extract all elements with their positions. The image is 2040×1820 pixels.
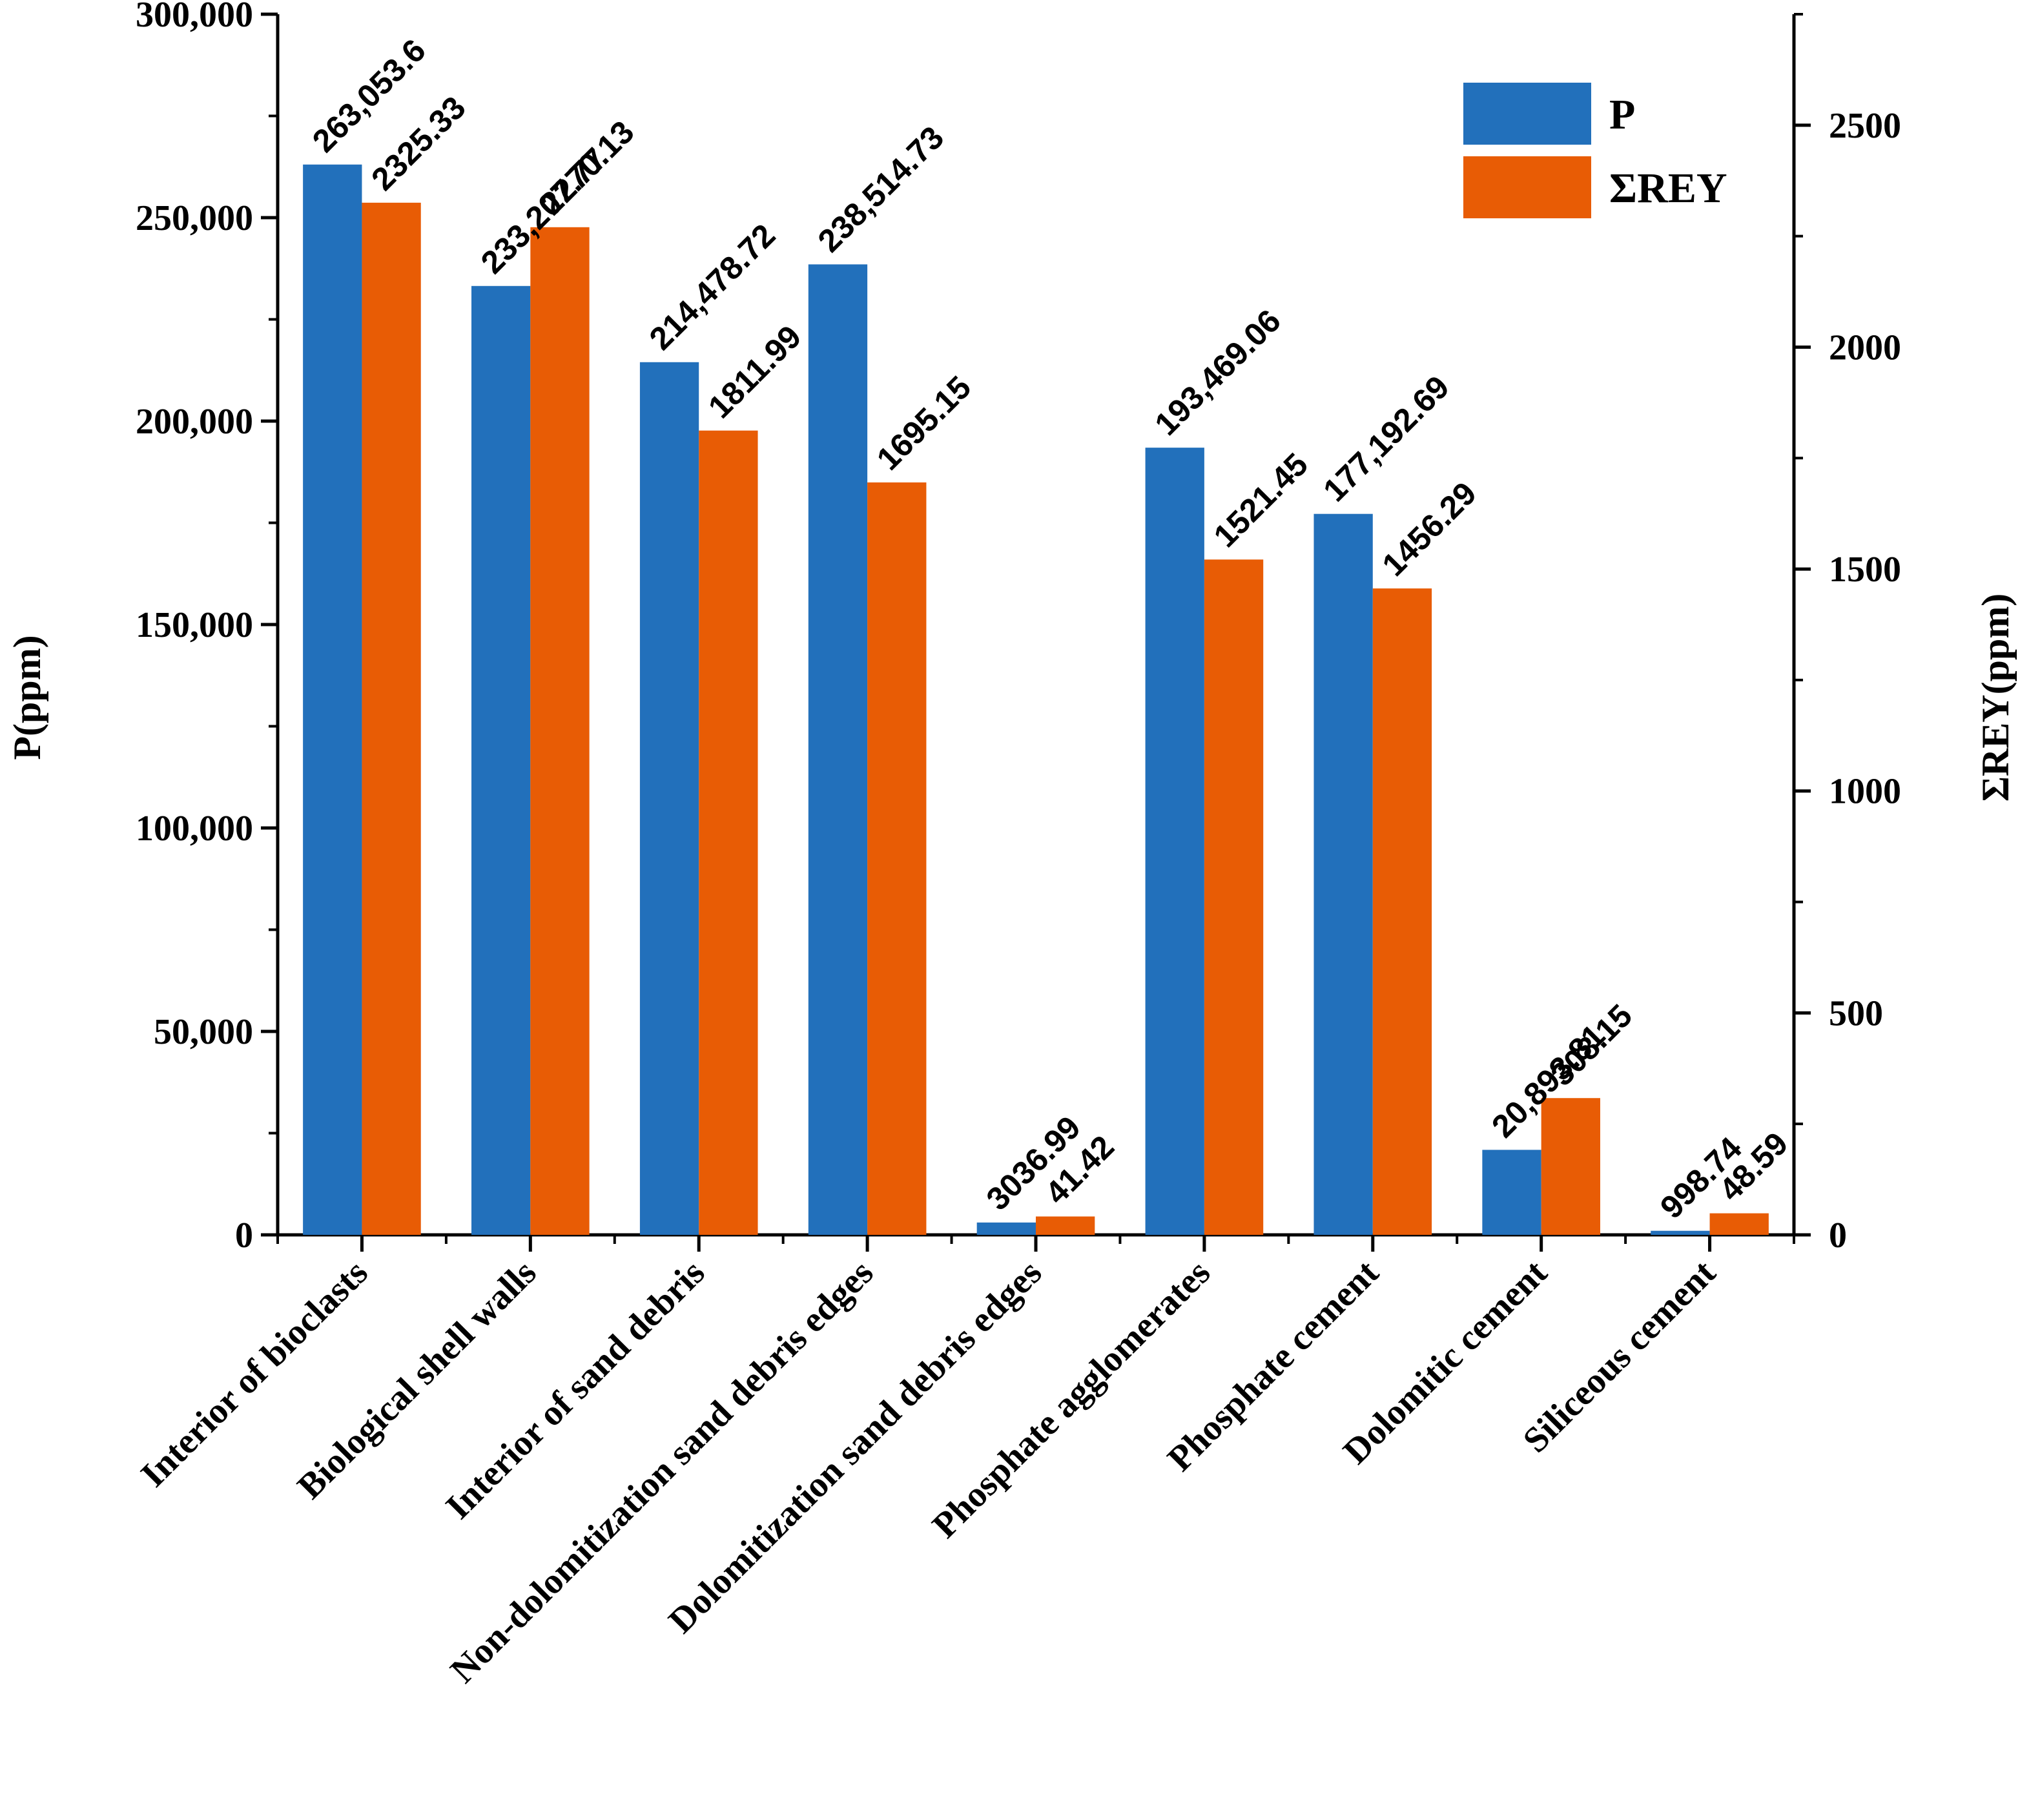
bar-rey (362, 202, 421, 1235)
y-left-tick-label: 50,000 (154, 1012, 253, 1052)
bar-rey (1541, 1098, 1600, 1235)
bar-p (1651, 1230, 1710, 1235)
y-right-tick-label: 1500 (1829, 550, 1901, 590)
y-axis-right-title: ΣREY(ppm) (1974, 594, 2017, 802)
y-right-tick-label: 2500 (1829, 106, 1901, 146)
bar-p (1145, 448, 1204, 1235)
bar-rey (1709, 1213, 1769, 1235)
legend-label-p: P (1609, 91, 1635, 138)
legend-label-rey: ΣREY (1609, 165, 1727, 212)
data-label-rey: 1521.45 (1207, 446, 1315, 554)
y-right-tick-label: 0 (1829, 1215, 1847, 1256)
y-left-tick-label: 200,000 (136, 402, 253, 442)
bar-rey (699, 430, 758, 1235)
y-left-tick-label: 0 (235, 1215, 253, 1256)
bar-p (639, 362, 699, 1235)
data-label-p: 214,478.72 (643, 217, 783, 357)
bar-p (1482, 1150, 1541, 1235)
bar-rey (867, 482, 927, 1235)
data-label-p: 177,192.69 (1316, 369, 1456, 509)
y-left-tick-label: 300,000 (136, 0, 253, 35)
x-category-label: Dolomitization sand debris edges (661, 1252, 1050, 1641)
data-label-rey: 1811.99 (701, 318, 808, 425)
data-label-rey: 1695.15 (870, 369, 978, 477)
data-label-rey: 2270.13 (533, 114, 641, 222)
y-left-tick-label: 100,000 (136, 809, 253, 849)
x-category-label: Phosphate agglomerates (925, 1252, 1218, 1546)
bar-rey (1204, 559, 1264, 1236)
data-label-p: 193,469.06 (1148, 302, 1288, 442)
bar-rey (1372, 588, 1432, 1235)
legend-swatch-p (1463, 83, 1591, 145)
legend-swatch-rey (1463, 156, 1591, 218)
bar-rey (1036, 1216, 1095, 1235)
y-left-tick-label: 150,000 (136, 605, 253, 645)
y-axis-left-title: P(ppm) (6, 635, 48, 760)
y-right-tick-label: 500 (1829, 993, 1883, 1033)
bar-p (303, 164, 362, 1235)
data-label-rey: 1456.29 (1375, 475, 1483, 583)
bar-p (471, 285, 531, 1236)
bars (303, 164, 1769, 1236)
bar-p (808, 264, 868, 1236)
legend: P ΣREY (1463, 83, 1727, 218)
bar-rey (530, 227, 590, 1236)
y-right-tick-label: 2000 (1829, 327, 1901, 367)
bar-p (1314, 513, 1373, 1235)
y-left-tick-label: 250,000 (136, 198, 253, 238)
y-right-tick-label: 1000 (1829, 772, 1901, 812)
data-label-p: 238,514.73 (811, 119, 951, 260)
bar-p (976, 1222, 1036, 1235)
